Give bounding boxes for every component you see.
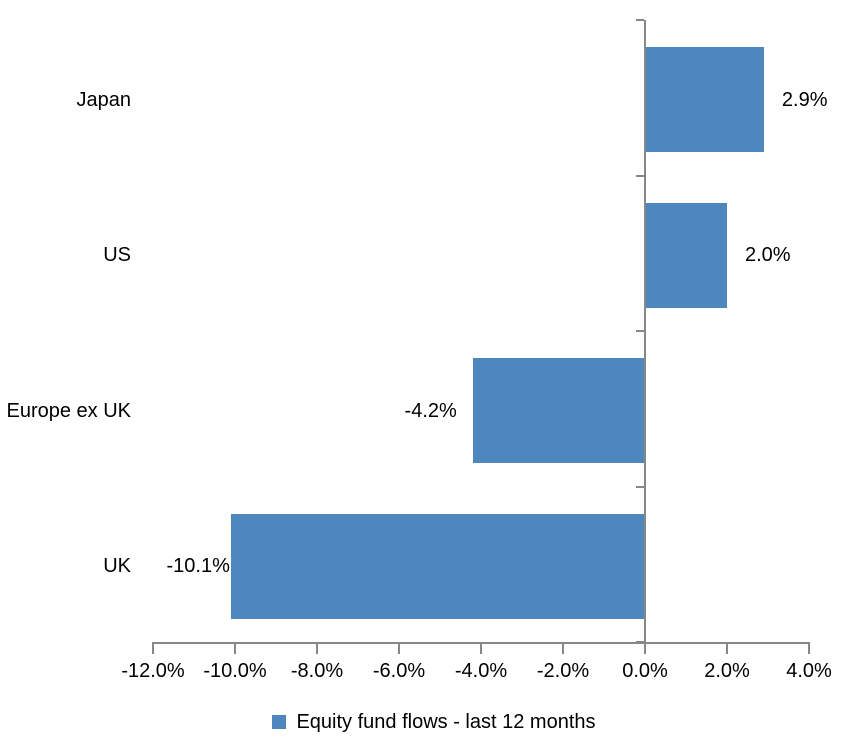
y-axis-tick [636,641,644,643]
x-tick-label: -2.0% [536,660,590,682]
x-axis-tick [808,644,810,654]
x-axis-tick [480,644,482,654]
bar-japan [646,47,764,152]
category-label-us: US [103,244,131,266]
x-axis-tick [644,644,646,654]
data-label-europe-ex-uk: -4.2% [404,399,457,422]
x-axis-tick [726,644,728,654]
y-axis-tick [636,485,644,488]
x-tick-label: 0.0% [622,660,668,682]
data-label-japan: 2.9% [781,88,828,111]
category-label-japan: Japan [76,88,132,111]
x-tick-label: -4.0% [454,660,508,682]
x-axis-tick [562,644,564,654]
legend: Equity fund flows - last 12 months [16,708,852,736]
x-tick-label: 4.0% [786,660,832,682]
category-label-europe-ex-uk: Europe ex UK [6,399,131,422]
x-axis-tick [152,644,154,654]
bar-europe-ex-uk [472,358,644,463]
legend-label: Equity fund flows - last 12 months [296,711,596,733]
data-label-us: 2.0% [745,244,791,266]
category-label-uk: UK [103,555,131,577]
x-tick-label: 2.0% [704,660,750,682]
y-axis-tick [636,174,644,177]
bar-us [646,202,727,308]
x-tick-label: -12.0% [121,660,185,682]
legend-marker-icon [272,715,287,729]
y-axis-line [644,20,646,654]
x-axis-line [152,642,810,644]
x-tick-label: -6.0% [372,660,426,682]
x-tick-label: -10.0% [203,660,267,682]
y-axis-tick [636,330,644,332]
x-tick-label: -8.0% [290,660,344,682]
bar-uk [230,513,644,619]
x-axis-tick [398,644,400,654]
x-axis-tick [234,644,236,654]
data-label-uk: -10.1% [166,555,230,577]
x-axis-tick [316,644,318,654]
y-axis-tick [636,19,644,21]
